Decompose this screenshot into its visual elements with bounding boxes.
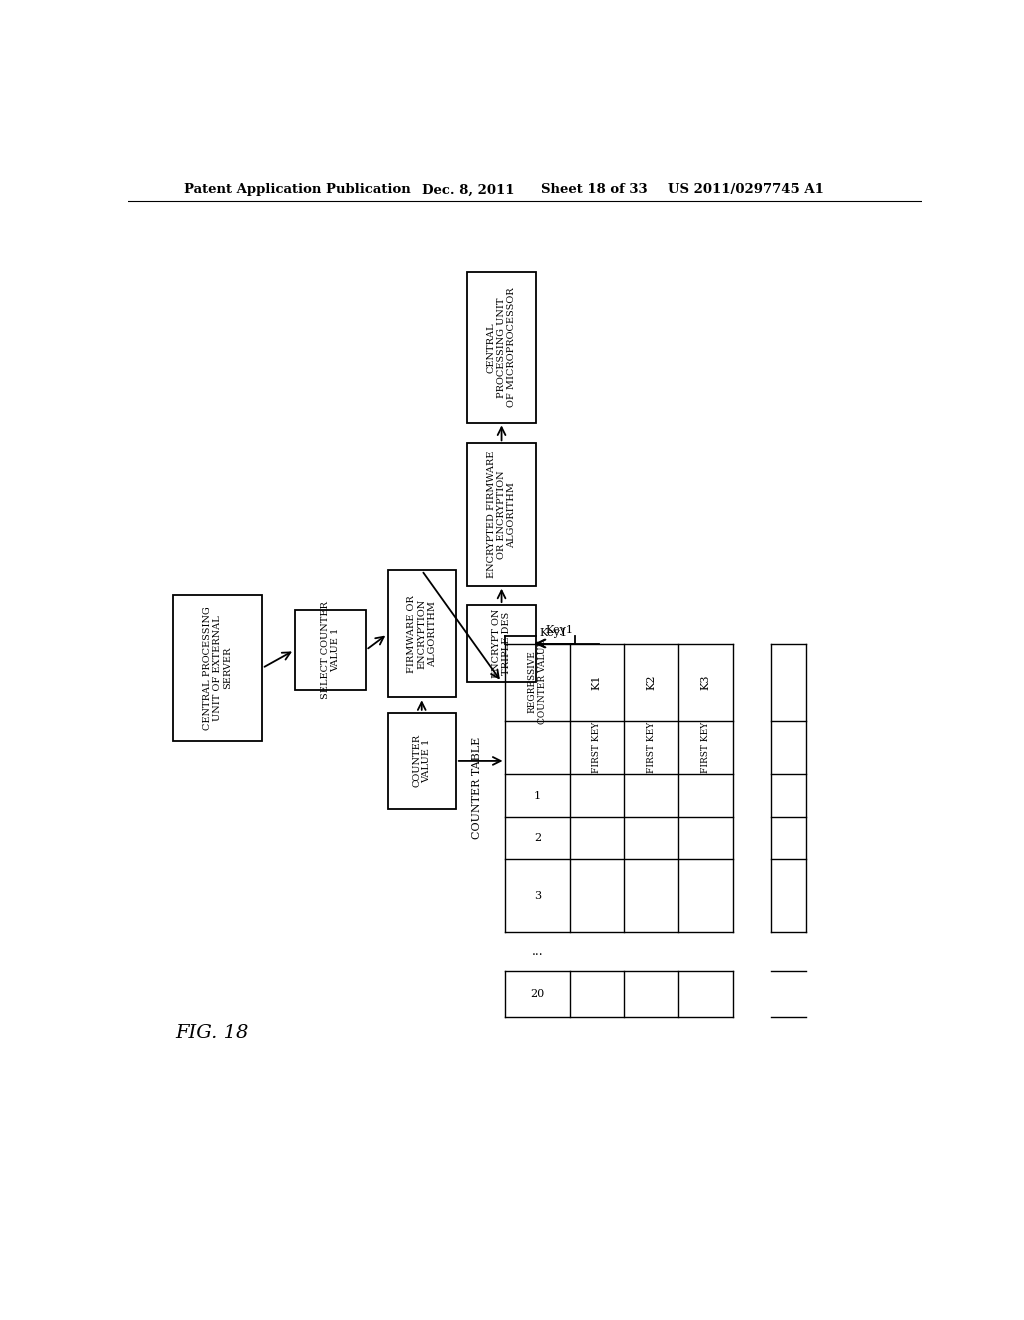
FancyBboxPatch shape <box>467 444 536 586</box>
Text: 3: 3 <box>535 891 541 900</box>
Text: Patent Application Publication: Patent Application Publication <box>183 183 411 197</box>
Text: ...: ... <box>531 945 544 958</box>
Text: 2: 2 <box>535 833 541 843</box>
Text: ENCRYPTED FIRMWARE
OR ENCRYPTION
ALGORITHM: ENCRYPTED FIRMWARE OR ENCRYPTION ALGORIT… <box>486 451 516 578</box>
Text: 20: 20 <box>530 989 545 999</box>
Text: Key1: Key1 <box>545 626 573 635</box>
Text: Dec. 8, 2011: Dec. 8, 2011 <box>422 183 514 197</box>
FancyBboxPatch shape <box>388 570 456 697</box>
Text: FIRST KEY: FIRST KEY <box>646 722 655 774</box>
Text: FIRMWARE OR
ENCRYPTION
ALGORITHM: FIRMWARE OR ENCRYPTION ALGORITHM <box>407 595 436 673</box>
Text: REGRESSIVE
COUNTER VALUE: REGRESSIVE COUNTER VALUE <box>528 640 547 725</box>
Text: FIRST KEY: FIRST KEY <box>592 722 601 774</box>
Text: Sheet 18 of 33: Sheet 18 of 33 <box>541 183 647 197</box>
Text: CENTRAL
PROCESSING UNIT
OF MICROPROCESSOR: CENTRAL PROCESSING UNIT OF MICROPROCESSO… <box>486 288 516 408</box>
FancyBboxPatch shape <box>295 610 366 689</box>
Text: 1: 1 <box>535 791 541 800</box>
FancyBboxPatch shape <box>173 595 262 742</box>
Text: COUNTER TABLE: COUNTER TABLE <box>472 737 481 840</box>
Text: K3: K3 <box>700 675 711 690</box>
FancyBboxPatch shape <box>467 605 536 682</box>
Text: FIG. 18: FIG. 18 <box>176 1023 249 1041</box>
Text: US 2011/0297745 A1: US 2011/0297745 A1 <box>668 183 823 197</box>
Text: CENTRAL PROCESSING
UNIT OF EXTERNAL
SERVER: CENTRAL PROCESSING UNIT OF EXTERNAL SERV… <box>203 606 232 730</box>
Text: Key1: Key1 <box>540 628 567 639</box>
Text: FIRST KEY: FIRST KEY <box>700 722 710 774</box>
Text: ENCRYPT ON
TRIPLE DES: ENCRYPT ON TRIPLE DES <box>492 609 511 678</box>
Text: K2: K2 <box>646 675 656 690</box>
Text: SELECT COUNTER
VALUE 1: SELECT COUNTER VALUE 1 <box>321 601 340 700</box>
FancyBboxPatch shape <box>467 272 536 422</box>
Text: K1: K1 <box>592 675 602 690</box>
FancyBboxPatch shape <box>388 713 456 809</box>
Text: COUNTER
VALUE 1: COUNTER VALUE 1 <box>412 734 431 788</box>
